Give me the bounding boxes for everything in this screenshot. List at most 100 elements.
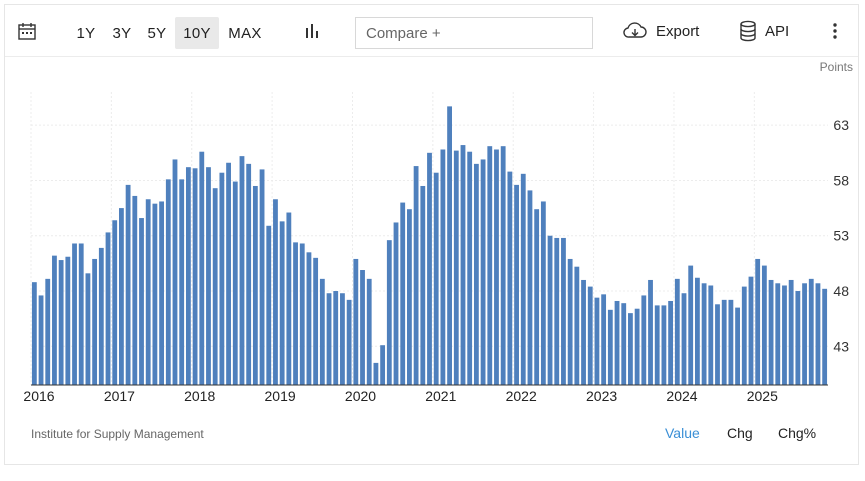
bar[interactable] bbox=[520, 173, 526, 385]
bar[interactable] bbox=[574, 266, 580, 385]
bar[interactable] bbox=[246, 163, 252, 385]
bar[interactable] bbox=[494, 149, 499, 385]
bar[interactable] bbox=[78, 243, 84, 385]
bar[interactable] bbox=[822, 288, 828, 385]
bar[interactable] bbox=[326, 293, 332, 385]
bar[interactable] bbox=[688, 265, 694, 385]
bar[interactable] bbox=[266, 225, 272, 385]
bar[interactable] bbox=[232, 181, 238, 385]
bar[interactable] bbox=[527, 190, 533, 385]
bar[interactable] bbox=[668, 300, 674, 385]
bar[interactable] bbox=[581, 279, 586, 385]
bar[interactable] bbox=[440, 149, 446, 385]
bar[interactable] bbox=[715, 304, 720, 385]
bar[interactable] bbox=[172, 159, 178, 385]
bar[interactable] bbox=[473, 163, 479, 385]
bar[interactable] bbox=[728, 299, 734, 385]
bar[interactable] bbox=[453, 150, 459, 385]
bar[interactable] bbox=[788, 279, 794, 385]
bar[interactable] bbox=[52, 255, 57, 385]
bar[interactable] bbox=[708, 285, 714, 385]
chart-type-icon[interactable] bbox=[303, 5, 321, 57]
range-10y-button[interactable]: 10Y bbox=[175, 17, 219, 49]
bar[interactable] bbox=[333, 291, 339, 385]
api-button[interactable]: API bbox=[739, 5, 789, 57]
bar[interactable] bbox=[366, 278, 372, 385]
bar[interactable] bbox=[514, 184, 519, 385]
bar[interactable] bbox=[313, 257, 319, 385]
bar[interactable] bbox=[433, 172, 439, 385]
bar[interactable] bbox=[540, 201, 546, 385]
bar[interactable] bbox=[165, 179, 171, 385]
bar[interactable] bbox=[239, 156, 245, 385]
bar[interactable] bbox=[768, 279, 774, 385]
bar[interactable] bbox=[447, 106, 452, 386]
bar[interactable] bbox=[802, 283, 807, 385]
bar[interactable] bbox=[252, 185, 258, 385]
bar[interactable] bbox=[487, 146, 493, 385]
bar[interactable] bbox=[286, 212, 292, 385]
bar[interactable] bbox=[775, 283, 781, 385]
bar[interactable] bbox=[467, 151, 473, 385]
bar[interactable] bbox=[125, 184, 131, 385]
bar[interactable] bbox=[407, 209, 412, 385]
bar[interactable] bbox=[152, 203, 158, 385]
bar[interactable] bbox=[621, 303, 627, 385]
bar[interactable] bbox=[346, 299, 352, 385]
bar[interactable] bbox=[279, 221, 285, 385]
bar[interactable] bbox=[145, 199, 151, 385]
bar[interactable] bbox=[340, 293, 345, 385]
bar[interactable] bbox=[65, 256, 71, 385]
bar[interactable] bbox=[306, 252, 312, 385]
bar[interactable] bbox=[648, 279, 653, 385]
bar[interactable] bbox=[547, 235, 553, 385]
bar[interactable] bbox=[112, 220, 118, 385]
bar[interactable] bbox=[179, 179, 185, 385]
view-chg-pct-button[interactable]: Chg% bbox=[778, 425, 817, 441]
bar[interactable] bbox=[393, 222, 399, 385]
bar[interactable] bbox=[353, 258, 359, 385]
bar[interactable] bbox=[460, 145, 466, 385]
bar[interactable] bbox=[641, 295, 647, 385]
bar[interactable] bbox=[400, 202, 406, 385]
bar[interactable] bbox=[601, 294, 607, 385]
bar[interactable] bbox=[701, 283, 707, 385]
bar[interactable] bbox=[360, 270, 365, 385]
bar[interactable] bbox=[694, 277, 700, 385]
bar[interactable] bbox=[98, 247, 104, 385]
bar[interactable] bbox=[199, 151, 205, 385]
view-value-button[interactable]: Value bbox=[665, 425, 700, 441]
bar[interactable] bbox=[299, 243, 305, 385]
bar[interactable] bbox=[139, 218, 144, 385]
bar[interactable] bbox=[105, 232, 111, 385]
bar[interactable] bbox=[507, 171, 513, 385]
bar[interactable] bbox=[85, 273, 91, 385]
bar[interactable] bbox=[273, 199, 278, 385]
bar[interactable] bbox=[654, 305, 660, 385]
bar[interactable] bbox=[795, 291, 801, 385]
bar[interactable] bbox=[58, 260, 64, 385]
bar[interactable] bbox=[427, 152, 432, 385]
bar[interactable] bbox=[594, 297, 600, 385]
bar[interactable] bbox=[31, 282, 37, 385]
bar[interactable] bbox=[561, 237, 566, 385]
bar[interactable] bbox=[681, 293, 687, 385]
bar[interactable] bbox=[661, 305, 667, 385]
bar[interactable] bbox=[500, 146, 506, 385]
bar[interactable] bbox=[782, 285, 787, 385]
bar[interactable] bbox=[185, 167, 191, 385]
bar[interactable] bbox=[293, 242, 298, 385]
bar[interactable] bbox=[628, 313, 633, 385]
bar[interactable] bbox=[735, 307, 740, 385]
bar[interactable] bbox=[721, 299, 727, 385]
bar[interactable] bbox=[132, 195, 138, 385]
bar[interactable] bbox=[319, 278, 325, 385]
bar[interactable] bbox=[815, 283, 821, 385]
bar[interactable] bbox=[380, 345, 386, 385]
bar[interactable] bbox=[761, 265, 767, 385]
bar[interactable] bbox=[534, 209, 540, 385]
view-chg-button[interactable]: Chg bbox=[727, 425, 753, 441]
bar[interactable] bbox=[674, 278, 680, 385]
export-button[interactable]: Export bbox=[622, 5, 699, 57]
bar[interactable] bbox=[45, 278, 51, 385]
